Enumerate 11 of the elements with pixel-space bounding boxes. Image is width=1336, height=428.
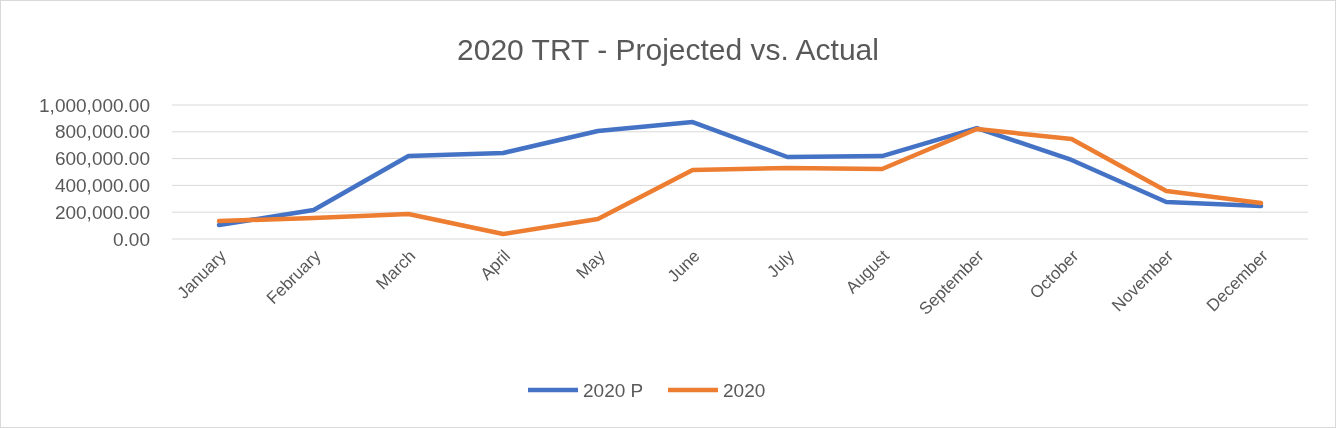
y-tick-label: 400,000.00 (54, 175, 150, 197)
y-tick-label: 800,000.00 (54, 121, 150, 143)
y-tick-label: 200,000.00 (54, 201, 150, 223)
y-tick-label: 0.00 (113, 228, 150, 250)
legend-label: 2020 P (583, 379, 644, 401)
legend-label: 2020 (723, 379, 766, 401)
x-tick-label: May (572, 246, 610, 283)
y-tick-label: 1,000,000.00 (39, 94, 150, 116)
chart-title: 2020 TRT - Projected vs. Actual (457, 33, 879, 66)
x-tick-label: July (763, 246, 799, 282)
y-tick-label: 600,000.00 (54, 148, 150, 170)
